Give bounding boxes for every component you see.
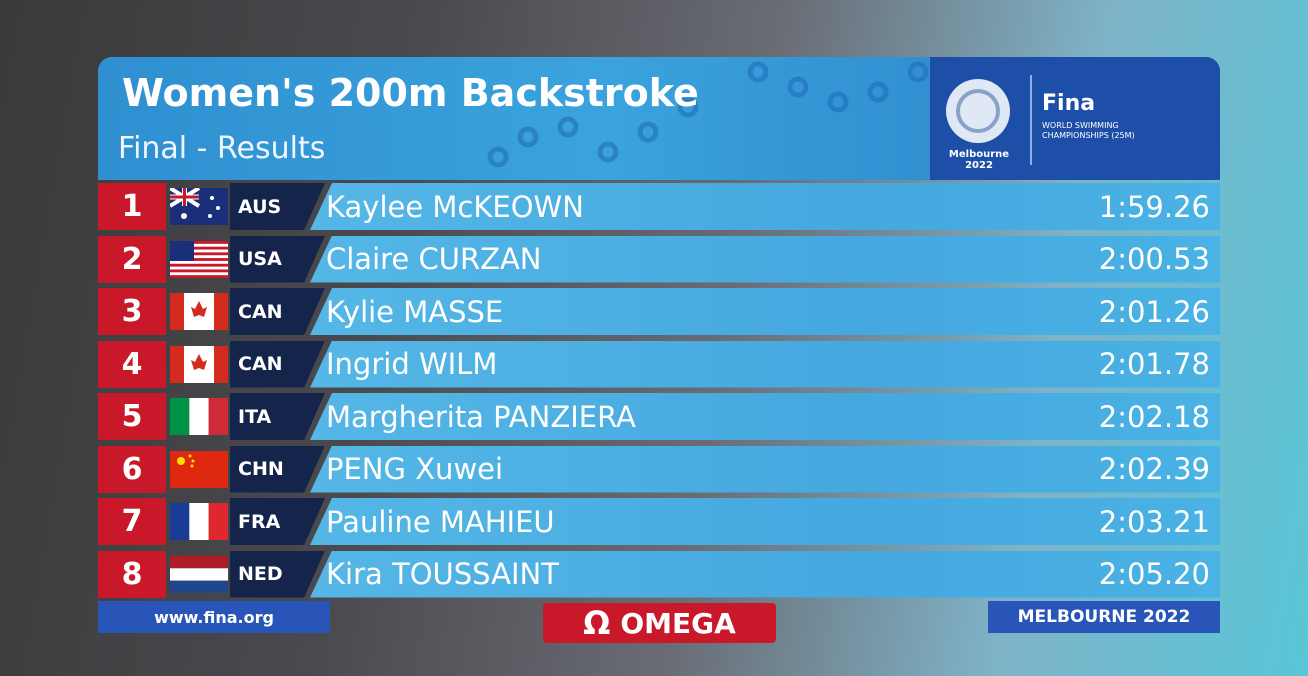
flag-icon: [168, 186, 228, 225]
flag-icon: [170, 240, 228, 278]
time: 2:05.20: [1098, 557, 1210, 591]
country-code: NED: [230, 550, 325, 598]
flag: [170, 240, 228, 278]
time: 2:03.21: [1098, 504, 1210, 539]
flag-icon: [170, 503, 228, 540]
athlete-name: Pauline MAHIEU: [326, 504, 555, 539]
country-code: FRA: [230, 498, 325, 545]
time: 2:02.18: [1098, 399, 1210, 434]
row-bar: [310, 393, 1220, 440]
divider: [1030, 75, 1032, 165]
country-code: USA: [230, 235, 325, 283]
country-code: ITA: [230, 393, 325, 440]
flag-icon: [170, 555, 228, 593]
rank: 6: [98, 445, 166, 493]
rank: 3: [98, 288, 166, 335]
result-row: 5 ITA Margherita PANZIERA 2:02.18: [98, 393, 1220, 440]
sponsor-name: OMEGA: [620, 606, 736, 640]
logo-brand: Fina: [1042, 91, 1096, 116]
row-bar: [310, 235, 1220, 283]
time: 2:01.26: [1098, 294, 1210, 329]
emblem: [946, 79, 1010, 143]
logo: Melbourne 2022 Fina WORLD SWIMMING CHAMP…: [930, 57, 1220, 180]
result-row: 1 AUS Kaylee McKEOWN 1:59.26: [98, 183, 1220, 230]
row-bar: [310, 498, 1220, 545]
country-code: CAN: [230, 340, 325, 388]
flag: [168, 186, 228, 225]
athlete-name: Kira TOUSSAINT: [326, 557, 559, 591]
result-row: 7 FRA Pauline MAHIEU 2:03.21: [98, 498, 1220, 545]
flag: [170, 293, 228, 330]
title: Women's 200m Backstroke: [122, 71, 699, 115]
rank: 4: [98, 340, 166, 388]
location: MELBOURNE 2022: [988, 601, 1220, 633]
athlete-name: PENG Xuwei: [326, 452, 504, 486]
row-bar: [310, 550, 1220, 598]
header: Women's 200m Backstroke Final - Results …: [98, 57, 1220, 180]
result-row: 2 USA Claire CURZAN 2:00.53: [98, 235, 1220, 283]
country-code: CHN: [230, 445, 325, 493]
rank: 1: [98, 183, 166, 230]
rank: 7: [98, 498, 166, 545]
row-bar: [310, 183, 1220, 230]
result-row: 8 NED Kira TOUSSAINT 2:05.20: [98, 550, 1220, 598]
result-row: 3 CAN Kylie MASSE 2:01.26: [98, 288, 1220, 335]
athlete-name: Kylie MASSE: [326, 294, 504, 329]
sponsor: Ω OMEGA: [543, 603, 776, 643]
row-bar: [310, 288, 1220, 335]
flag-icon: [170, 345, 228, 383]
decoration: [487, 61, 929, 168]
logo-event-line: WORLD SWIMMING: [1042, 121, 1119, 130]
subtitle: Final - Results: [118, 131, 326, 166]
country-code: AUS: [230, 183, 325, 230]
flag: [170, 503, 228, 540]
logo-city: Melbourne 2022: [948, 149, 1010, 171]
result-row: 6 CHN PENG Xuwei 2:02.39: [98, 445, 1220, 493]
flag: [170, 398, 228, 435]
athlete-name: Kaylee McKEOWN: [326, 189, 584, 224]
athlete-name: Margherita PANZIERA: [326, 399, 636, 434]
rank: 5: [98, 393, 166, 440]
flag-icon: [170, 293, 228, 330]
row-bar: [310, 340, 1220, 388]
website: www.fina.org: [98, 601, 330, 633]
time: 2:02.39: [1098, 452, 1210, 486]
result-row: 4 CAN Ingrid WILM 2:01.78: [98, 340, 1220, 388]
logo-event: WORLD SWIMMING CHAMPIONSHIPS (25M): [1042, 121, 1135, 141]
time: 2:01.78: [1098, 347, 1210, 381]
rank: 2: [98, 235, 166, 283]
country-code: CAN: [230, 288, 325, 335]
sponsor-mark: Ω: [583, 604, 611, 642]
row-bar: [310, 445, 1220, 493]
logo-event-line: CHAMPIONSHIPS (25M): [1042, 131, 1135, 140]
flag-icon: [170, 398, 228, 435]
flag: [170, 555, 228, 593]
flag: [170, 345, 228, 383]
rank: 8: [98, 550, 166, 598]
athlete-name: Claire CURZAN: [326, 242, 542, 276]
time: 2:00.53: [1098, 242, 1210, 276]
athlete-name: Ingrid WILM: [326, 347, 498, 381]
flag-icon: [170, 450, 228, 488]
time: 1:59.26: [1098, 189, 1210, 224]
flag: [170, 450, 228, 488]
